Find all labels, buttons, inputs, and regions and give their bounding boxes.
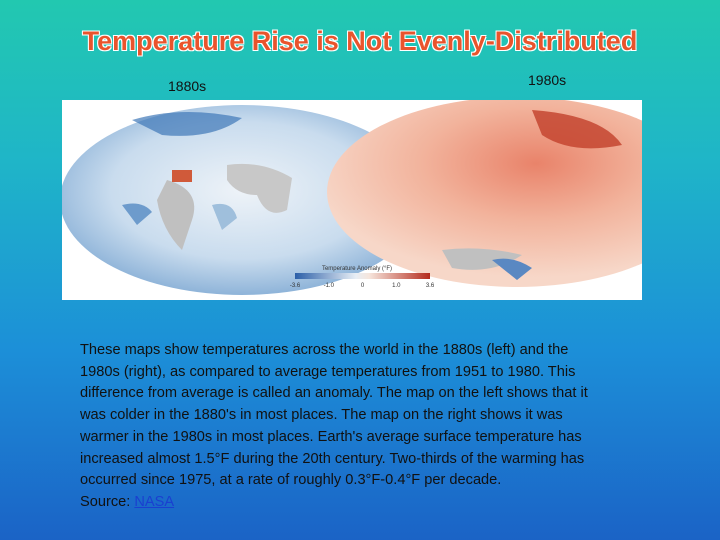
- colorbar-title: Temperature Anomaly (°F): [322, 266, 392, 272]
- colorbar-tick: 0: [361, 283, 365, 289]
- maps: Temperature Anomaly (°F) -3.6 -1.0 0 1.0 3.6: [60, 97, 707, 295]
- map-panel: Temperature Anomaly (°F) -3.6 -1.0 0 1.0 3.6: [60, 97, 707, 300]
- paragraph-line: occurred since 1975, at a rate of roughl…: [80, 472, 502, 489]
- colorbar-tick: -3.6: [290, 283, 301, 289]
- colorbar-tick: 1.0: [392, 283, 401, 289]
- paragraph: These maps show temperatures across the …: [80, 340, 680, 514]
- paragraph-line: increased almost 1.5°F during the 20th c…: [80, 450, 585, 467]
- title: Temperature Rise is Not Evenly-Distribut…: [82, 26, 638, 56]
- paragraph-line: These maps show temperatures across the …: [80, 342, 569, 358]
- paragraph-line: was colder in the 1880's in most places.…: [80, 407, 563, 424]
- colorbar: Temperature Anomaly (°F) -3.6 -1.0 0 1.0 3.6: [290, 266, 435, 289]
- colorbar-tick: -1.0: [324, 283, 335, 289]
- map-1880s: [60, 105, 424, 295]
- paragraph-line: warmer in the 1980s in most places. Eart…: [80, 428, 582, 445]
- paragraph-line: difference from average is called an ano…: [80, 385, 588, 402]
- map-1980s: [327, 97, 707, 287]
- source-link[interactable]: NASA: [134, 493, 175, 510]
- map-label: 1880s: [168, 78, 207, 94]
- colorbar-tick: 3.6: [426, 283, 435, 289]
- map-label: 1980s: [528, 72, 567, 88]
- paragraph-line: 1980s (right), as compared to average te…: [80, 363, 576, 380]
- source-label: Source:: [80, 493, 131, 510]
